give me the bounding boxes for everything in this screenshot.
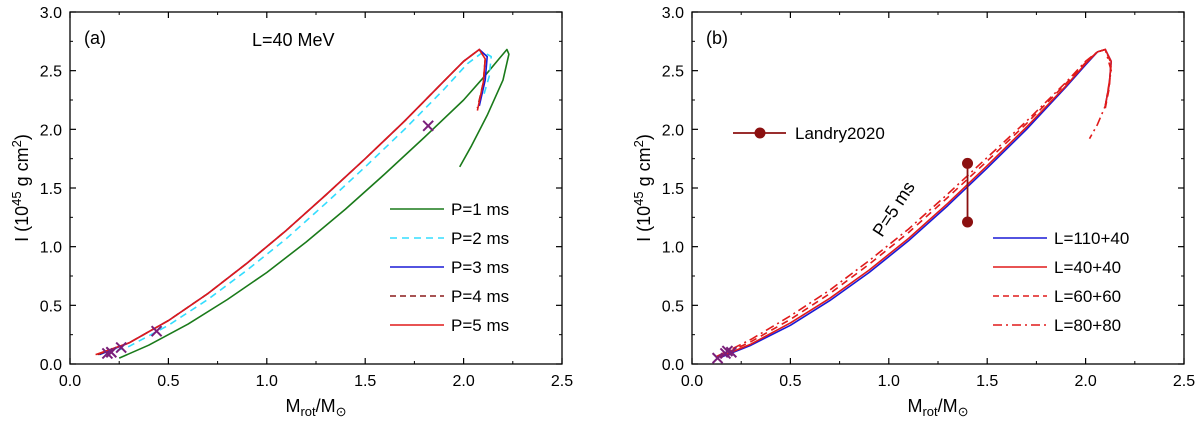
y-tick-label: 1.0 bbox=[662, 240, 684, 257]
x-tick-label: 0.0 bbox=[59, 373, 81, 390]
series-line-2 bbox=[717, 48, 1112, 358]
series-line-3 bbox=[715, 48, 1112, 358]
x-marker bbox=[105, 346, 118, 358]
x-tick-label: 2.5 bbox=[1173, 373, 1195, 390]
series-line-1 bbox=[719, 48, 1112, 358]
x-marker-stroke bbox=[711, 352, 724, 364]
y-tick-label: 3.0 bbox=[662, 5, 684, 22]
x-marker bbox=[422, 120, 434, 132]
y-tick-label: 0.0 bbox=[40, 357, 62, 374]
legend-label-p4: P=4 ms bbox=[451, 287, 509, 306]
series-line-1 bbox=[105, 51, 493, 356]
x-tick-label: 2.5 bbox=[551, 373, 573, 390]
annotation: L=40 MeV bbox=[252, 30, 335, 50]
legend-marker-landry2020 bbox=[754, 127, 766, 139]
legend-label-p5: P=5 ms bbox=[451, 316, 509, 335]
x-axis-title: Mrot/M⊙ bbox=[285, 396, 346, 419]
legend-label-l80: L=80+80 bbox=[1054, 316, 1121, 335]
panel-label: (a) bbox=[84, 28, 106, 48]
x-marker-stroke bbox=[115, 341, 127, 354]
y-tick-label: 2.5 bbox=[662, 64, 684, 81]
landry2020-errorbar bbox=[962, 157, 974, 228]
y-tick-label: 1.5 bbox=[662, 181, 684, 198]
y-tick-label: 2.5 bbox=[40, 64, 62, 81]
x-tick-label: 2.0 bbox=[1074, 373, 1096, 390]
legend-label-l60: L=60+60 bbox=[1054, 287, 1121, 306]
y-tick-label: 3.0 bbox=[40, 5, 62, 22]
series-line-0 bbox=[118, 48, 510, 359]
y-tick-label: 1.5 bbox=[40, 181, 62, 198]
x-tick-label: 0.5 bbox=[779, 373, 801, 390]
series-line-0 bbox=[721, 48, 1112, 358]
errorbar-low-point bbox=[962, 216, 974, 228]
x-tick-label: 1.5 bbox=[976, 373, 998, 390]
y-tick-label: 2.0 bbox=[40, 122, 62, 139]
curves bbox=[715, 48, 1112, 358]
panel-b: 0.0 0.5 1.0 1.5 2.0 2.50.00.51.01.52.02.53.0 … bbox=[631, 5, 1195, 419]
legend-item-l60: L=60+60 bbox=[993, 287, 1121, 306]
legend: L=110+40 L=40+40 L=60+60 L=80+80 bbox=[993, 229, 1129, 335]
plot-frame bbox=[69, 11, 563, 365]
legend-label-p1: P=1 ms bbox=[451, 200, 509, 219]
x-marker-stroke bbox=[105, 346, 118, 358]
legend-label-p2: P=2 ms bbox=[451, 229, 509, 248]
x-tick-label: 1.0 bbox=[256, 373, 278, 390]
legend-item-l40: L=40+40 bbox=[993, 258, 1121, 277]
legend-label-l110: L=110+40 bbox=[1054, 229, 1129, 248]
legend-label-landry2020: Landry2020 bbox=[795, 124, 885, 143]
y-axis-title: I (1045 g cm2) bbox=[9, 134, 32, 242]
x-marker-stroke bbox=[150, 325, 163, 337]
legend-item-landry2020: Landry2020 bbox=[733, 124, 885, 143]
markers bbox=[101, 120, 434, 360]
x-marker-stroke bbox=[721, 345, 734, 357]
x-marker bbox=[150, 325, 163, 337]
y-tick-label: 2.0 bbox=[662, 122, 684, 139]
legend: P=1 ms P=2 ms P=3 ms P=4 ms P=5 ms bbox=[390, 200, 509, 335]
curves bbox=[95, 48, 510, 359]
x-tick-label: 0.5 bbox=[157, 373, 179, 390]
x-marker-stroke bbox=[422, 120, 434, 132]
legend-item-p2: P=2 ms bbox=[390, 229, 509, 248]
legend-item-l80: L=80+80 bbox=[993, 316, 1121, 335]
y-tick-label: 0.5 bbox=[40, 298, 62, 315]
x-tick-label: 0.0 bbox=[681, 373, 703, 390]
x-marker bbox=[115, 341, 127, 354]
legend-label-p3: P=3 ms bbox=[451, 258, 509, 277]
y-axis-title: I (1045 g cm2) bbox=[631, 134, 654, 242]
legend-item-p3: P=3 ms bbox=[390, 258, 509, 277]
x-marker-stroke bbox=[101, 347, 114, 360]
x-tick-label: 1.5 bbox=[354, 373, 376, 390]
x-tick-label: 1.0 bbox=[878, 373, 900, 390]
panel-a: 0.0 0.5 1.0 1.5 2.0 2.50.00.51.01.52.02.53.0 … bbox=[9, 5, 573, 419]
x-tick-label: 2.0 bbox=[452, 373, 474, 390]
markers bbox=[711, 345, 738, 364]
legend-item-p1: P=1 ms bbox=[390, 200, 509, 219]
legend-item-l110: L=110+40 bbox=[993, 229, 1129, 248]
x-marker bbox=[711, 352, 724, 364]
x-axis-title: Mrot/M⊙ bbox=[907, 396, 968, 419]
y-tick-label: 0.5 bbox=[662, 298, 684, 315]
x-marker bbox=[725, 346, 738, 358]
x-marker bbox=[721, 345, 734, 357]
x-marker bbox=[101, 347, 114, 360]
panel-label: (b) bbox=[706, 28, 728, 48]
series-line-3 bbox=[97, 48, 487, 356]
y-tick-label: 1.0 bbox=[40, 240, 62, 257]
errorbar-high-point bbox=[962, 157, 974, 169]
x-marker-stroke bbox=[725, 346, 738, 358]
series-line-4 bbox=[95, 48, 487, 356]
legend-item-p4: P=4 ms bbox=[390, 287, 509, 306]
legend-item-p5: P=5 ms bbox=[390, 316, 509, 335]
axis-ticks: 0.0 0.5 1.0 1.5 2.0 2.5 0.0 0.5 1.0 1.5 2.0 2.5 3.0 bbox=[40, 5, 573, 390]
legend-label-l40: L=40+40 bbox=[1054, 258, 1121, 277]
y-tick-label: 0.0 bbox=[662, 357, 684, 374]
axis-ticks: 0.0 0.5 1.0 1.5 2.0 2.5 0.0 0.5 1.0 1.5 2.0 2.5 3.0 bbox=[662, 5, 1195, 390]
